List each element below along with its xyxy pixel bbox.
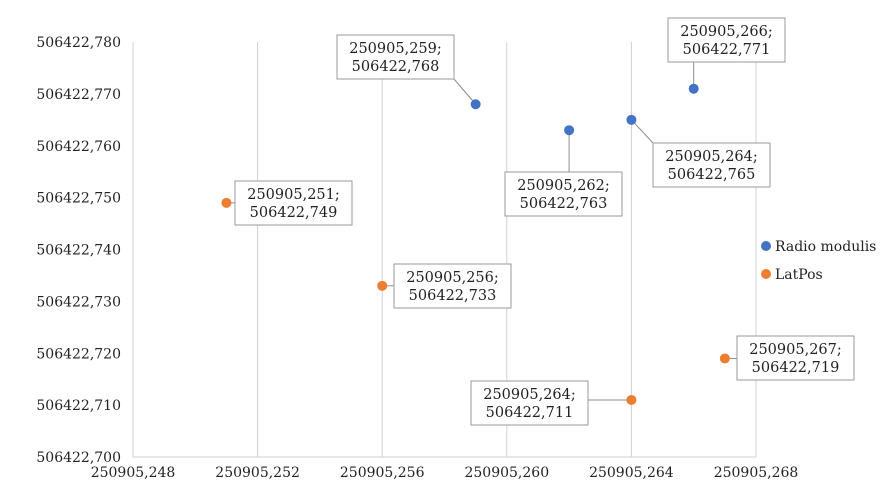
y-tick-label: 506422,780	[36, 35, 121, 51]
y-tick-label: 506422,760	[36, 139, 121, 155]
x-tick-label: 250905,260	[464, 465, 549, 481]
data-label: 506422,719	[752, 360, 840, 376]
data-label: 506422,771	[683, 42, 771, 58]
data-label-box	[652, 142, 771, 188]
x-tick-label: 250905,248	[91, 465, 176, 481]
data-label: 250905,267;	[749, 342, 842, 358]
x-tick-label: 250905,252	[215, 465, 300, 481]
y-tick-label: 506422,710	[36, 398, 121, 414]
data-point	[221, 197, 232, 208]
data-label: 506422,711	[486, 405, 574, 421]
leader-line	[453, 78, 477, 105]
y-tick-label: 506422,730	[36, 294, 121, 310]
data-label: 250905,251;	[247, 187, 340, 203]
y-tick-label: 506422,700	[36, 450, 121, 466]
y-tick-label: 506422,740	[36, 243, 121, 259]
legend-label: LatPos	[775, 267, 823, 283]
data-label: 506422,768	[352, 59, 440, 75]
data-point	[626, 394, 637, 405]
y-tick-label: 506422,720	[36, 346, 121, 362]
y-tick-label: 506422,750	[36, 191, 121, 207]
data-point	[470, 99, 481, 110]
legend-label: Radio modulis	[775, 239, 876, 255]
data-point	[564, 125, 575, 136]
legend-marker	[761, 241, 771, 251]
data-label: 506422,733	[409, 288, 497, 304]
data-label: 250905,264;	[483, 387, 576, 403]
data-label: 506422,765	[668, 167, 756, 183]
x-tick-label: 250905,268	[714, 465, 799, 481]
data-label: 250905,259;	[349, 41, 442, 57]
data-label-box	[393, 263, 512, 309]
legend-marker	[761, 269, 771, 279]
x-tick-label: 250905,264	[589, 465, 674, 481]
data-label: 250905,266;	[680, 24, 773, 40]
data-label-box	[667, 17, 786, 63]
data-label-box	[234, 180, 353, 226]
data-point	[719, 353, 730, 364]
data-point	[377, 280, 388, 291]
data-label-box	[736, 335, 855, 381]
x-tick-label: 250905,256	[340, 465, 425, 481]
data-label: 250905,256;	[406, 270, 499, 286]
data-label-box	[336, 34, 455, 80]
data-label: 250905,264;	[665, 149, 758, 165]
data-label: 506422,749	[250, 205, 338, 221]
data-label-box	[504, 171, 623, 217]
data-label-box	[470, 380, 589, 426]
data-point	[688, 83, 699, 94]
data-label: 506422,763	[520, 196, 608, 212]
data-point	[626, 114, 637, 125]
leader-line	[631, 119, 654, 144]
data-label: 250905,262;	[517, 178, 610, 194]
y-tick-label: 506422,770	[36, 87, 121, 103]
